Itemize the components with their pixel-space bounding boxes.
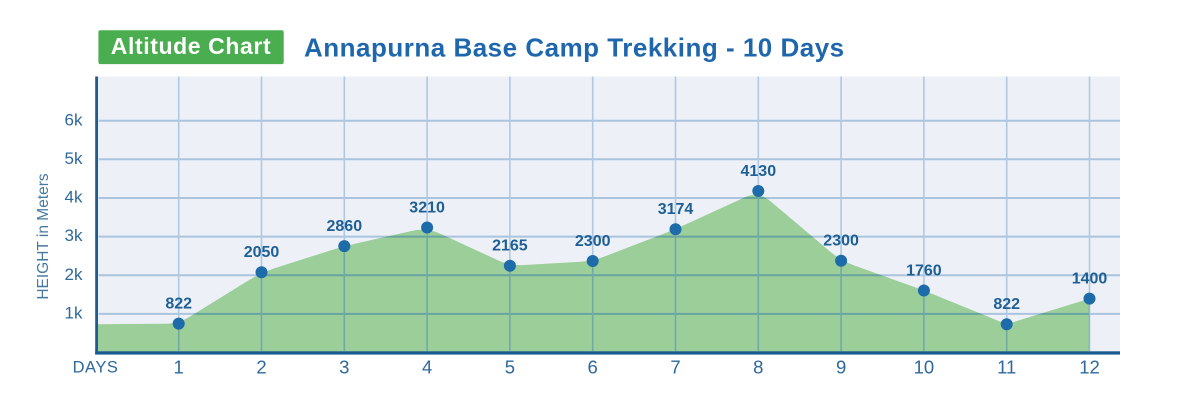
svg-text:1k: 1k <box>65 304 83 323</box>
svg-text:7: 7 <box>670 357 680 378</box>
svg-text:3174: 3174 <box>658 201 694 218</box>
svg-text:1: 1 <box>174 357 184 378</box>
svg-text:2165: 2165 <box>492 238 528 255</box>
svg-text:9: 9 <box>836 357 846 378</box>
svg-text:2300: 2300 <box>823 233 859 250</box>
svg-text:822: 822 <box>993 296 1020 313</box>
svg-text:3: 3 <box>339 357 349 378</box>
svg-text:4: 4 <box>422 357 432 378</box>
svg-text:2: 2 <box>256 357 266 378</box>
svg-text:4k: 4k <box>65 188 83 207</box>
svg-text:2k: 2k <box>65 265 83 284</box>
svg-text:4130: 4130 <box>741 163 777 180</box>
svg-text:2300: 2300 <box>575 233 611 250</box>
svg-text:6: 6 <box>588 357 598 378</box>
svg-text:8: 8 <box>753 357 763 378</box>
svg-text:2050: 2050 <box>244 244 280 261</box>
svg-text:3k: 3k <box>65 226 83 245</box>
svg-text:822: 822 <box>165 295 192 312</box>
svg-text:HEIGHT in Meters: HEIGHT in Meters <box>35 173 52 300</box>
svg-text:2860: 2860 <box>327 218 363 235</box>
svg-text:10: 10 <box>914 357 935 378</box>
svg-text:12: 12 <box>1079 357 1100 378</box>
svg-text:5: 5 <box>505 357 515 378</box>
svg-text:6k: 6k <box>65 110 83 129</box>
svg-text:3210: 3210 <box>409 199 445 216</box>
svg-text:Altitude Chart: Altitude Chart <box>111 33 271 59</box>
svg-text:Annapurna Base Camp Trekking -: Annapurna Base Camp Trekking - 10 Days <box>304 33 845 63</box>
svg-text:DAYS: DAYS <box>73 359 119 377</box>
svg-text:5k: 5k <box>65 149 83 168</box>
svg-text:1760: 1760 <box>906 262 942 279</box>
svg-text:1400: 1400 <box>1072 270 1108 287</box>
svg-text:11: 11 <box>997 357 1016 378</box>
